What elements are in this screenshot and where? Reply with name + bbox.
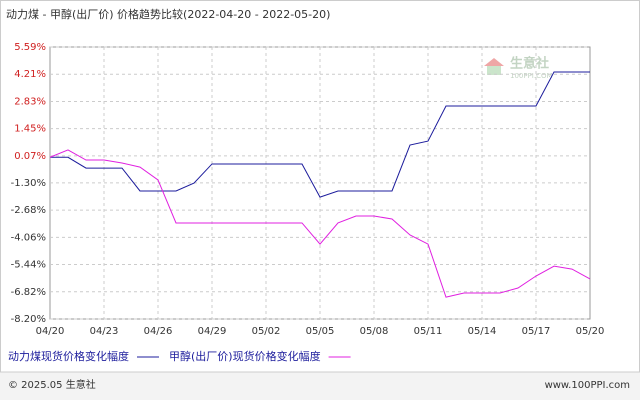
x-tick-label: 05/08 [360,326,389,337]
watermark-name: 生意社 [510,56,549,72]
x-tick-label: 04/26 [144,326,173,337]
y-tick-label: -2.68% [11,205,46,216]
x-tick-label: 04/20 [36,326,65,337]
x-tick-label: 04/29 [198,326,227,337]
footer-url: www.100PPI.com [545,380,630,391]
x-tick-label: 04/23 [90,326,119,337]
y-tick-label: -6.82% [11,287,46,298]
y-tick-label: 0.07% [14,151,46,162]
legend-label: 动力煤现货价格变化幅度 [8,349,129,363]
y-tick-label: 1.45% [14,124,46,135]
y-tick-label: -5.44% [11,260,46,271]
x-tick-label: 05/02 [252,326,281,337]
y-tick-label: 2.83% [14,96,46,107]
footer-copyright: © 2025.05 生意社 [8,378,96,391]
x-tick-label: 05/17 [522,326,551,337]
y-tick-label: -8.20% [11,314,46,325]
x-tick-label: 05/20 [576,326,605,337]
watermark-site: 100PPI.COM [510,72,553,80]
footer-bar [0,372,640,400]
y-tick-label: 5.59% [14,42,46,53]
x-tick-label: 05/05 [306,326,335,337]
y-tick-label: -4.06% [11,232,46,243]
y-tick-label: -1.30% [11,178,46,189]
watermark: 生意社 100PPI.COM [484,56,553,80]
legend-label: 甲醇(出厂价)现货价格变化幅度 [169,349,321,363]
series-line [50,71,590,198]
watermark-icon [487,66,501,75]
x-tick-label: 05/11 [414,326,443,337]
x-tick-label: 05/14 [468,326,497,337]
chart-title: 动力煤 - 甲醇(出厂价) 价格趋势比较(2022-04-20 - 2022-0… [6,7,330,21]
y-tick-label: 4.21% [14,69,46,80]
watermark-icon [484,58,504,66]
series-line [49,149,591,298]
